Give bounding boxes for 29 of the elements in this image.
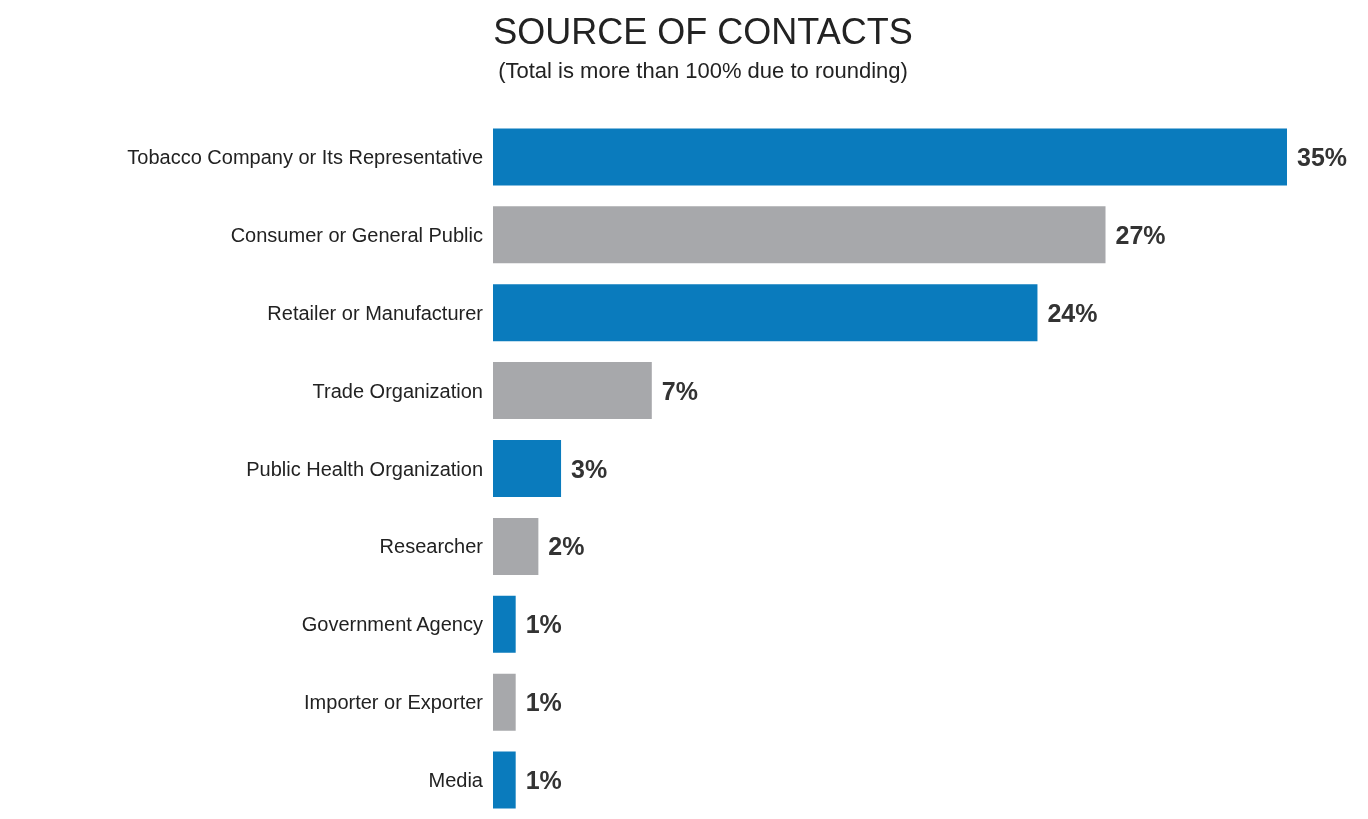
y-tick-label: Tobacco Company or Its Representative	[127, 145, 483, 168]
y-tick-label: Public Health Organization	[246, 457, 483, 480]
y-tick-label: Researcher	[379, 535, 484, 558]
data-label: 27%	[1115, 220, 1166, 249]
data-label: 2%	[548, 532, 585, 561]
bar	[493, 751, 516, 809]
chart-subtitle: (Total is more than 100% due to rounding)	[498, 57, 908, 83]
bar	[493, 362, 652, 420]
data-label: 24%	[1047, 298, 1098, 327]
bar	[493, 284, 1038, 342]
data-label: 35%	[1297, 142, 1348, 171]
bar	[493, 673, 516, 731]
y-tick-label: Importer or Exporter	[304, 691, 484, 714]
bar	[493, 206, 1106, 264]
data-label: 1%	[525, 610, 562, 639]
y-tick-label: Media	[428, 769, 484, 792]
bar	[493, 517, 539, 575]
chart-title: SOURCE OF CONTACTS	[493, 10, 913, 52]
y-tick-label: Government Agency	[301, 613, 483, 636]
bar	[493, 440, 562, 497]
y-tick-label: Trade Organization	[312, 379, 483, 402]
data-label: 3%	[571, 454, 608, 483]
bar	[493, 595, 516, 653]
data-label: 1%	[525, 688, 562, 717]
y-tick-label: Consumer or General Public	[230, 223, 483, 246]
data-label: 1%	[525, 766, 562, 795]
bar	[493, 128, 1287, 186]
y-tick-label: Retailer or Manufacturer	[267, 301, 484, 324]
data-label: 7%	[661, 376, 698, 405]
